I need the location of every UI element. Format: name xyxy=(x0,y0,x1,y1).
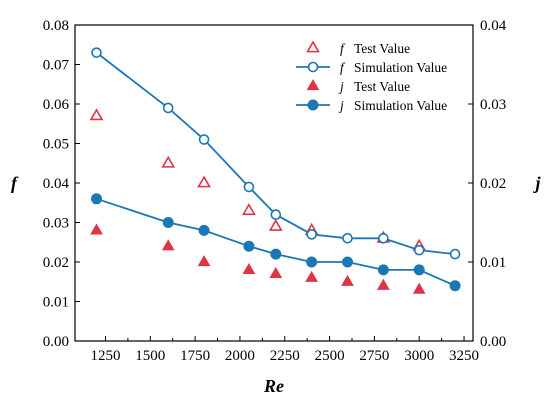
x-tick-label: 2250 xyxy=(270,348,300,364)
data-point xyxy=(413,264,425,276)
data-point xyxy=(197,255,211,267)
data-point xyxy=(270,209,282,220)
y-left-tick-label: 0.08 xyxy=(43,18,69,34)
data-point xyxy=(376,278,390,290)
x-tick-label: 1500 xyxy=(135,348,165,364)
data-point xyxy=(90,223,103,235)
legend-marker xyxy=(307,99,319,111)
data-point xyxy=(91,47,102,58)
legend-marker xyxy=(306,40,320,53)
y-left-axis-ticks: 0.00 0.01 0.02 0.03 0.04 0.05 0.06 0.07 0.08 xyxy=(43,18,80,350)
x-axis-ticks: 1250 1500 1750 2000 2250 2500 2750 3000 3250 xyxy=(90,336,479,364)
legend-label: Test Value xyxy=(354,79,410,94)
data-point xyxy=(242,262,256,275)
series-3 xyxy=(91,193,461,292)
data-point xyxy=(161,239,175,251)
legend-marker xyxy=(307,61,319,73)
data-point xyxy=(268,218,283,231)
data-point xyxy=(306,256,318,268)
data-point xyxy=(413,244,425,256)
series-2 xyxy=(90,223,426,294)
data-point xyxy=(162,102,174,114)
x-tick-label: 3250 xyxy=(449,348,479,364)
x-tick-label: 2750 xyxy=(359,348,389,364)
data-point xyxy=(305,270,319,282)
data-point xyxy=(342,256,354,268)
y-right-tick-label: 0.01 xyxy=(480,255,506,271)
legend-label: Simulation Value xyxy=(354,98,447,113)
legend-item: f Simulation Value xyxy=(296,60,447,75)
y-left-tick-label: 0.04 xyxy=(43,176,70,192)
data-point xyxy=(449,248,461,260)
data-point xyxy=(162,217,174,228)
legend-label: Test Value xyxy=(354,41,410,56)
data-point xyxy=(243,181,255,193)
legend-item: j Simulation Value xyxy=(296,98,447,113)
y-right-tick-label: 0.04 xyxy=(480,18,507,34)
y-right-axis-ticks: 0.00 0.01 0.02 0.03 0.04 xyxy=(468,18,507,350)
legend-symbol: f xyxy=(340,41,346,56)
data-point xyxy=(377,264,389,276)
y-left-tick-label: 0.05 xyxy=(43,137,69,153)
data-point xyxy=(242,203,256,216)
series-line xyxy=(96,197,456,287)
series-line xyxy=(95,51,456,255)
x-tick-label: 2500 xyxy=(315,348,345,364)
y-right-tick-label: 0.02 xyxy=(480,176,506,192)
legend-item: f Test Value xyxy=(306,40,410,56)
legend-label: Simulation Value xyxy=(354,60,447,75)
x-tick-label: 1750 xyxy=(180,348,210,364)
x-axis-title: Re xyxy=(263,376,284,396)
y-right-axis-title: j xyxy=(532,173,541,193)
series-1 xyxy=(91,47,461,260)
legend-marker xyxy=(306,79,320,91)
data-point xyxy=(161,155,176,168)
y-left-tick-label: 0.06 xyxy=(43,97,70,113)
data-point xyxy=(342,233,353,244)
data-point xyxy=(198,134,210,145)
data-point xyxy=(449,280,461,292)
data-point xyxy=(269,266,283,278)
data-point xyxy=(91,193,103,205)
legend-symbol: j xyxy=(338,98,344,113)
data-point xyxy=(89,108,104,121)
data-point xyxy=(197,175,211,188)
series-0 xyxy=(89,108,427,251)
data-point xyxy=(378,233,389,244)
x-tick-label: 3000 xyxy=(404,348,434,364)
y-left-axis-title: f xyxy=(11,173,19,193)
y-left-tick-label: 0.01 xyxy=(43,295,69,311)
y-left-tick-label: 0.00 xyxy=(43,334,69,350)
data-point xyxy=(306,229,317,240)
data-point xyxy=(341,274,354,286)
series-layer xyxy=(89,47,461,294)
legend-symbol: f xyxy=(340,60,346,75)
y-left-tick-label: 0.03 xyxy=(43,216,69,232)
y-left-tick-label: 0.07 xyxy=(43,58,70,74)
y-right-tick-label: 0.00 xyxy=(480,334,506,350)
legend-item: j Test Value xyxy=(306,79,410,94)
data-point xyxy=(198,224,210,236)
data-point xyxy=(270,248,282,260)
x-tick-label: 1250 xyxy=(90,348,120,364)
legend-symbol: j xyxy=(338,79,344,94)
x-tick-label: 2000 xyxy=(225,348,255,364)
y-right-tick-label: 0.03 xyxy=(480,97,506,113)
y-left-tick-label: 0.02 xyxy=(43,255,69,271)
data-point xyxy=(412,282,426,294)
data-point xyxy=(243,240,255,252)
